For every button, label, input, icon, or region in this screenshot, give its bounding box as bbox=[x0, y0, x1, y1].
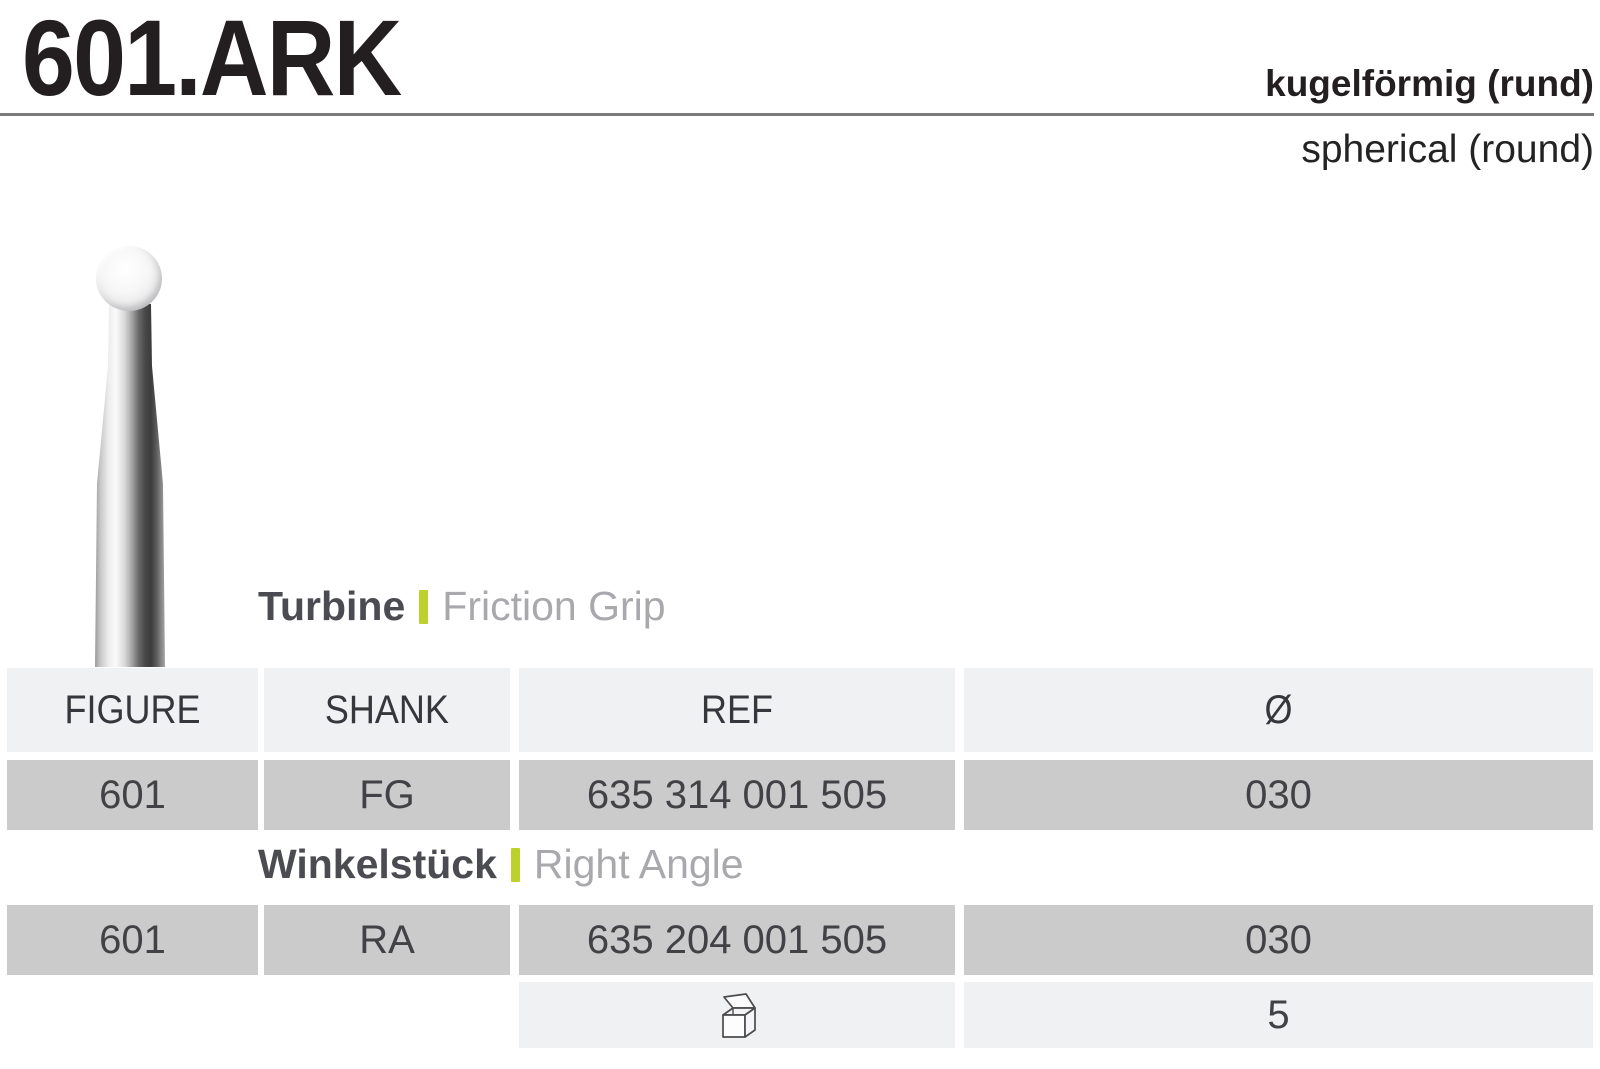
accent-separator-bar bbox=[510, 847, 520, 882]
section-label-turbine: Turbine bbox=[258, 583, 406, 629]
section-heading-right-angle: Winkelstück Right Angle bbox=[258, 841, 744, 888]
section-heading-turbine: Turbine Friction Grip bbox=[258, 583, 666, 630]
column-header-diameter: Ø bbox=[964, 668, 1593, 752]
cell-ref: 635 314 001 505 bbox=[519, 760, 955, 830]
cell-figure: 601 bbox=[7, 905, 258, 975]
cell-ref: 635 204 001 505 bbox=[519, 905, 955, 975]
cell-figure: 601 bbox=[7, 760, 258, 830]
column-header-shank: SHANK bbox=[264, 668, 510, 752]
cell-diameter: 030 bbox=[964, 905, 1593, 975]
section-label-winkelstueck: Winkelstück bbox=[258, 841, 497, 887]
table-row-turbine-fg: 601 FG 635 314 001 505 030 bbox=[0, 760, 1600, 830]
column-header-ref: REF bbox=[519, 668, 955, 752]
shape-label-english: spherical (round) bbox=[1301, 128, 1594, 171]
table-header-row: FIGURE SHANK REF Ø bbox=[0, 668, 1600, 752]
shape-label-german: kugelförmig (rund) bbox=[1265, 63, 1594, 104]
title-divider-line bbox=[0, 113, 1594, 116]
package-box-icon bbox=[519, 982, 955, 1048]
table-row-right-angle-ra: 601 RA 635 204 001 505 030 bbox=[0, 905, 1600, 975]
section-label-right-angle: Right Angle bbox=[533, 841, 744, 887]
cell-shank: FG bbox=[264, 760, 510, 830]
cell-shank: RA bbox=[264, 905, 510, 975]
column-header-figure: FIGURE bbox=[7, 668, 258, 752]
table-row-packaging: 5 bbox=[0, 982, 1600, 1048]
cell-units-per-pack: 5 bbox=[964, 982, 1593, 1048]
bur-shank-graphic bbox=[95, 304, 165, 667]
bur-ball-head-graphic bbox=[96, 246, 162, 311]
section-label-friction-grip: Friction Grip bbox=[442, 583, 666, 629]
cell-diameter: 030 bbox=[964, 760, 1593, 830]
page-title: 601.ARK bbox=[22, 0, 402, 118]
accent-separator-bar bbox=[419, 589, 429, 624]
